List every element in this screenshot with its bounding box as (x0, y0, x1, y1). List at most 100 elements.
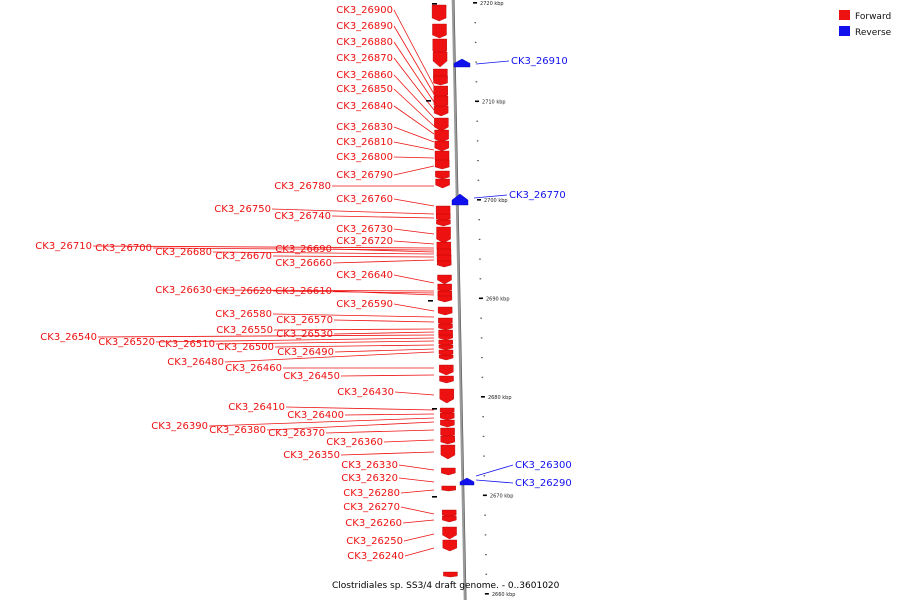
forward-gene-glyph[interactable] (436, 219, 451, 227)
forward-gene-glyph[interactable] (438, 334, 453, 341)
forward-gene-glyph[interactable] (435, 159, 450, 170)
gene-label[interactable]: CK3_26860 (336, 70, 393, 81)
gene-label[interactable]: CK3_26910 (511, 56, 568, 67)
forward-gene-glyph[interactable] (437, 260, 452, 268)
forward-gene-glyph[interactable] (439, 364, 454, 376)
gene-label[interactable]: CK3_26830 (336, 122, 393, 133)
gene-label[interactable]: CK3_26760 (336, 194, 393, 205)
gene-label[interactable]: CK3_26320 (341, 473, 398, 484)
forward-gene-glyph[interactable] (436, 226, 451, 244)
gene-label[interactable]: CK3_26270 (343, 502, 400, 513)
forward-gene-glyph[interactable] (434, 117, 449, 132)
gene-label[interactable]: CK3_26370 (268, 428, 325, 439)
gene-label[interactable]: CK3_26890 (336, 21, 393, 32)
gene-label[interactable]: CK3_26240 (347, 551, 404, 562)
gene-label[interactable]: CK3_26590 (336, 299, 393, 310)
gene-label[interactable]: CK3_26630 (155, 285, 212, 296)
forward-gene-glyph[interactable] (432, 23, 447, 39)
forward-gene-glyph[interactable] (431, 4, 447, 22)
gene-label[interactable]: CK3_26690 (275, 244, 332, 255)
forward-gene-glyph[interactable] (442, 539, 457, 552)
gene-label[interactable]: CK3_26740 (274, 211, 331, 222)
gene-label[interactable]: CK3_26780 (274, 181, 331, 192)
gene-label[interactable]: CK3_26380 (209, 425, 266, 436)
gene-label[interactable]: CK3_26810 (336, 137, 393, 148)
gene-label[interactable]: CK3_26680 (155, 247, 212, 258)
gene-label[interactable]: CK3_26880 (336, 37, 393, 48)
gene-label[interactable]: CK3_26480 (167, 357, 224, 368)
forward-gene-glyph[interactable] (440, 419, 455, 428)
forward-gene-glyph[interactable] (439, 388, 454, 404)
forward-gene-glyph[interactable] (442, 526, 457, 540)
gene-label[interactable]: CK3_26400 (287, 410, 344, 421)
forward-gene-glyph[interactable] (433, 105, 449, 117)
forward-gene-glyph[interactable] (432, 51, 448, 68)
gene-label[interactable]: CK3_26350 (283, 450, 340, 461)
forward-gene-glyph[interactable] (437, 295, 453, 303)
minor-tick (474, 22, 477, 24)
gene-label[interactable]: CK3_26390 (151, 421, 208, 432)
forward-gene-glyph[interactable] (434, 129, 449, 143)
gene-label[interactable]: CK3_26700 (95, 243, 152, 254)
gene-label[interactable]: CK3_26790 (336, 170, 393, 181)
forward-gene-glyph[interactable] (438, 323, 453, 331)
forward-gene-glyph[interactable] (435, 178, 450, 189)
gene-label[interactable]: CK3_26870 (336, 53, 393, 64)
forward-gene-glyph[interactable] (439, 375, 454, 384)
forward-gene-glyph[interactable] (438, 344, 454, 351)
forward-gene-glyph[interactable] (435, 170, 450, 180)
gene-label[interactable]: CK3_26520 (98, 337, 155, 348)
gene-label[interactable]: CK3_26280 (343, 488, 400, 499)
gene-label[interactable]: CK3_26660 (275, 258, 332, 269)
gene-label[interactable]: CK3_26850 (336, 84, 393, 95)
gene-label[interactable]: CK3_26570 (276, 315, 333, 326)
gene-label[interactable]: CK3_26620 (215, 286, 272, 297)
forward-gene-glyph[interactable] (440, 435, 455, 445)
gene-label[interactable]: CK3_26260 (345, 518, 402, 529)
gene-label[interactable]: CK3_26500 (217, 342, 274, 353)
forward-gene-glyph[interactable] (440, 444, 456, 460)
forward-gene-glyph[interactable] (437, 306, 453, 316)
forward-gene-glyph[interactable] (433, 75, 448, 86)
reverse-gene-glyph[interactable] (453, 58, 471, 68)
forward-gene-glyph[interactable] (434, 140, 450, 152)
forward-gene-glyph[interactable] (441, 485, 456, 492)
gene-label[interactable]: CK3_26540 (40, 332, 97, 343)
leader-line (400, 489, 435, 494)
gene-label[interactable]: CK3_26720 (336, 236, 393, 247)
gene-label[interactable]: CK3_26770 (509, 190, 566, 201)
forward-gene-glyph[interactable] (441, 467, 456, 476)
gene-label[interactable]: CK3_26840 (336, 101, 393, 112)
gene-label[interactable]: CK3_26330 (341, 460, 398, 471)
gene-label[interactable]: CK3_26410 (228, 402, 285, 413)
reverse-gene-glyph[interactable] (451, 193, 469, 206)
gene-label[interactable]: CK3_26900 (336, 5, 393, 16)
forward-gene-glyph[interactable] (437, 274, 452, 285)
forward-gene-glyph[interactable] (440, 427, 455, 438)
forward-gene-glyph[interactable] (438, 354, 454, 361)
gene-label[interactable]: CK3_26510 (158, 339, 215, 350)
forward-gene-glyph[interactable] (440, 412, 455, 421)
gene-label[interactable]: CK3_26670 (215, 251, 272, 262)
gene-label[interactable]: CK3_26460 (225, 363, 282, 374)
gene-label[interactable]: CK3_26430 (337, 387, 394, 398)
gene-label[interactable]: CK3_26360 (326, 437, 383, 448)
gene-label[interactable]: CK3_26490 (277, 347, 334, 358)
gene-label[interactable]: CK3_26450 (283, 371, 340, 382)
gene-label[interactable]: CK3_26300 (515, 460, 572, 471)
gene-label[interactable]: CK3_26730 (336, 224, 393, 235)
forward-gene-glyph[interactable] (442, 515, 457, 523)
gene-label[interactable]: CK3_26580 (215, 309, 272, 320)
gene-label[interactable]: CK3_26250 (346, 536, 403, 547)
gene-label[interactable]: CK3_26530 (276, 329, 333, 340)
forward-gene-glyph[interactable] (443, 571, 458, 578)
gene-label[interactable]: CK3_26710 (35, 241, 92, 252)
leader-line (331, 215, 435, 219)
reverse-gene-glyph[interactable] (459, 477, 475, 486)
gene-label[interactable]: CK3_26750 (214, 204, 271, 215)
gene-label[interactable]: CK3_26290 (515, 478, 572, 489)
gene-label[interactable]: CK3_26550 (216, 325, 273, 336)
gene-label[interactable]: CK3_26800 (336, 152, 393, 163)
gene-label[interactable]: CK3_26610 (275, 286, 332, 297)
gene-label[interactable]: CK3_26640 (336, 270, 393, 281)
